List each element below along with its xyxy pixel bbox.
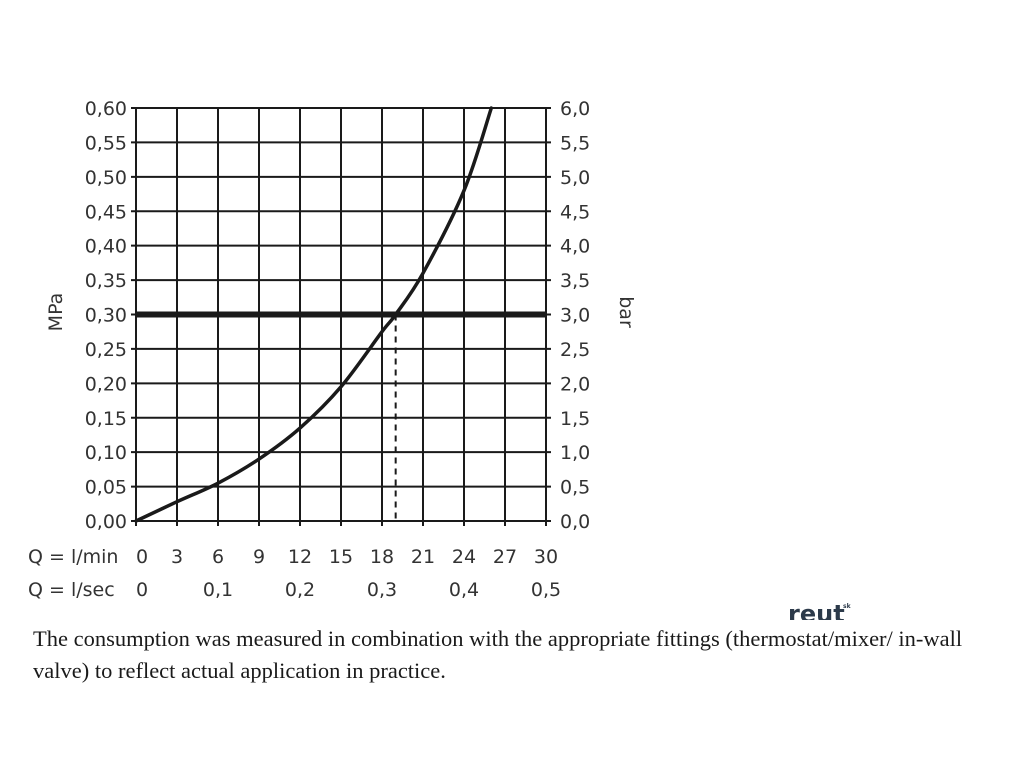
x-tick-label: 9 (253, 546, 265, 568)
y-right-tick-label: 3,5 (560, 270, 590, 292)
y-left-tick-label: 0,55 (85, 132, 127, 154)
y-right-tick-label: 6,0 (560, 98, 590, 120)
y-right-tick-label: 0,5 (560, 477, 590, 499)
logo-text: reut (788, 600, 845, 620)
y-axis-right-title: bar (615, 296, 637, 328)
x-tick-label: 27 (493, 546, 517, 568)
caption: The consumption was measured in combinat… (33, 626, 963, 683)
x-tick-label: 0,1 (203, 579, 233, 601)
x-tick-label: 0 (136, 579, 148, 601)
x-axis-row-label: Q = l/min (28, 546, 118, 568)
series-layer (134, 106, 494, 523)
y-left-tick-label: 0,15 (85, 408, 127, 430)
y-left-tick-label: 0,25 (85, 339, 127, 361)
x-tick-label: 0,3 (367, 579, 397, 601)
x-tick-label: 24 (452, 546, 476, 568)
x-tick-label: 30 (534, 546, 558, 568)
y-left-tick-label: 0,35 (85, 270, 127, 292)
y-right-tick-label: 5,5 (560, 132, 590, 154)
y-left-tick-label: 0,05 (85, 477, 127, 499)
x-axis-ticks: Q = l/min 0 3 6 9 12 15 18 21 24 27 30 Q = l/sec 0 0,1… (28, 546, 561, 601)
x-tick-label: 3 (171, 546, 183, 568)
y-left-tick-label: 0,60 (85, 98, 127, 120)
series-line-0 (134, 106, 494, 523)
y-left-tick-label: 0,30 (85, 305, 127, 327)
y-right-tick-label: 1,5 (560, 408, 590, 430)
y-left-tick-label: 0,45 (85, 201, 127, 223)
y-left-tick-label: 0,50 (85, 167, 127, 189)
x-tick-label: 0,4 (449, 579, 479, 601)
reut-logo: reut sk (788, 600, 852, 620)
y-axis-right-ticks: 0,0 0,5 1,0 1,5 2,0 2,5 3,0 3,5 4,0 4,5 5,0 5,5 6,0 (560, 98, 590, 533)
x-tick-label: 0 (136, 546, 148, 568)
x-tick-label: 18 (370, 546, 394, 568)
y-left-tick-label: 0,00 (85, 511, 127, 533)
y-right-tick-label: 0,0 (560, 511, 590, 533)
y-right-tick-label: 4,5 (560, 201, 590, 223)
x-tick-label: 21 (411, 546, 435, 568)
y-axis-left-ticks: 0,00 0,05 0,10 0,15 0,20 0,25 0,30 0,35 0,40 0,45… (85, 98, 127, 533)
y-right-tick-label: 2,5 (560, 339, 590, 361)
y-right-tick-label: 5,0 (560, 167, 590, 189)
y-right-tick-label: 3,0 (560, 305, 590, 327)
logo-superscript: sk (843, 603, 852, 610)
y-right-tick-label: 1,0 (560, 442, 590, 464)
reference-lines (136, 311, 546, 521)
x-tick-label: 6 (212, 546, 224, 568)
x-tick-label: 0,2 (285, 579, 315, 601)
y-left-tick-label: 0,20 (85, 373, 127, 395)
y-left-tick-label: 0,40 (85, 236, 127, 258)
y-right-tick-label: 2,0 (560, 373, 590, 395)
x-tick-label: 12 (288, 546, 312, 568)
x-axis-row-label: Q = l/sec (28, 579, 115, 601)
y-left-tick-label: 0,10 (85, 442, 127, 464)
x-tick-label: 15 (329, 546, 353, 568)
pressure-flow-chart: 0,000,050,100,150,200,250,300,350,400,45… (28, 98, 852, 620)
y-right-tick-label: 4,0 (560, 236, 590, 258)
y-axis-left-title: MPa (45, 293, 67, 332)
x-tick-label: 0,5 (531, 579, 561, 601)
